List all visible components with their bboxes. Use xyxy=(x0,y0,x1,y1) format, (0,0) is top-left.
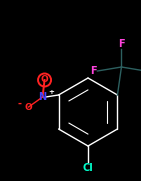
Text: O: O xyxy=(41,75,48,85)
Text: N: N xyxy=(38,92,47,102)
Text: Cl: Cl xyxy=(83,163,93,173)
Text: O: O xyxy=(25,102,32,111)
Text: F: F xyxy=(118,39,125,49)
Text: +: + xyxy=(49,89,54,95)
Text: F: F xyxy=(90,66,96,76)
Text: -: - xyxy=(18,99,22,109)
